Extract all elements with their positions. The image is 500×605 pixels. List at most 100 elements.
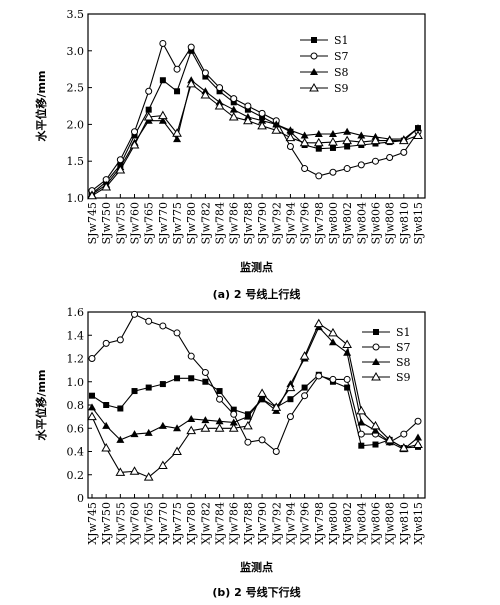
data-point-s1 (202, 73, 209, 80)
data-point-s9 (214, 100, 225, 110)
x-tick-label: XJw804 (355, 502, 368, 545)
data-point-s7 (400, 148, 408, 156)
data-point-s8 (229, 105, 238, 113)
x-tick-label: SJw745 (86, 202, 99, 244)
data-point-s9 (129, 140, 140, 149)
data-point-s8 (357, 131, 366, 139)
x-tick-label: SJw808 (384, 202, 397, 244)
legend-marker (310, 52, 318, 60)
data-point-s9 (143, 112, 154, 121)
x-tick-label: XJw798 (313, 502, 326, 545)
data-point-s7 (286, 413, 294, 421)
data-point-s8 (144, 428, 153, 436)
data-point-s1 (145, 384, 152, 391)
data-point-s1 (174, 88, 181, 95)
data-point-s8 (158, 116, 167, 124)
data-point-s1 (216, 88, 223, 95)
x-tick-label: SJw800 (327, 202, 340, 244)
x-tick-label: SJw786 (228, 202, 241, 244)
data-point-s9 (158, 110, 168, 120)
data-point-s7 (88, 355, 96, 362)
data-point-s7 (301, 165, 309, 173)
data-point-s8 (201, 416, 210, 424)
plot-frame (87, 13, 426, 199)
legend-marker (310, 68, 318, 75)
data-point-s9 (243, 420, 253, 430)
data-point-s7 (371, 157, 379, 165)
data-point-s1 (216, 388, 223, 395)
data-point-s1 (89, 392, 95, 399)
data-point-s1 (131, 132, 138, 139)
data-point-s7 (145, 317, 153, 325)
x-tick-label: XJw755 (114, 502, 127, 545)
series-line-s8 (91, 326, 419, 450)
data-point-s8 (343, 348, 352, 356)
x-tick-label: SJw815 (412, 202, 425, 244)
data-point-s8 (414, 433, 422, 441)
data-point-s8 (272, 120, 281, 128)
y-tick-label: 1.4 (67, 329, 85, 342)
data-point-s7 (201, 69, 209, 77)
data-point-s9 (356, 137, 367, 146)
series-line-s8 (91, 79, 419, 195)
x-tick-label: SJw755 (114, 202, 127, 244)
data-point-s1 (372, 441, 379, 448)
data-point-s1 (344, 384, 351, 391)
data-point-s7 (244, 102, 252, 110)
data-point-s7 (301, 392, 309, 400)
data-point-s9 (200, 423, 211, 432)
x-tick-label: SJw804 (355, 202, 368, 244)
x-axis-label: 监测点 (240, 560, 273, 574)
data-point-s7 (343, 375, 351, 383)
legend-label: S8 (334, 66, 349, 79)
data-point-s9 (186, 78, 197, 88)
chart-caption: (a) 2 号线上行线 (213, 287, 301, 301)
y-tick-label: 1.0 (67, 376, 85, 389)
x-tick-label: SJw784 (214, 202, 227, 244)
x-tick-label: SJw760 (129, 202, 142, 244)
data-point-s7 (131, 128, 139, 136)
x-tick-label: XJw796 (299, 502, 312, 545)
x-tick-label: XJw788 (242, 502, 255, 545)
x-tick-label: SJw750 (100, 202, 113, 244)
y-tick-label: 0 (77, 492, 84, 505)
legend-label: S1 (334, 34, 349, 47)
data-point-s9 (271, 402, 282, 411)
x-tick-label: SJw765 (143, 202, 156, 244)
x-tick-label: XJw770 (157, 502, 170, 545)
data-point-s8 (130, 430, 139, 438)
data-point-s9 (413, 439, 423, 449)
x-tick-label: SJw775 (171, 202, 184, 244)
data-point-s9 (200, 89, 211, 99)
x-tick-label: XJw760 (129, 502, 142, 545)
y-tick-label: 2.0 (67, 118, 85, 131)
x-tick-label: SJw782 (199, 202, 212, 244)
data-point-s8 (116, 435, 125, 443)
data-point-s9 (115, 165, 126, 174)
data-point-s8 (357, 418, 366, 426)
data-point-s7 (102, 339, 110, 347)
y-tick-label: 1.5 (67, 155, 85, 168)
data-point-s8 (158, 421, 167, 429)
data-point-s7 (357, 430, 365, 438)
x-tick-label: SJw790 (256, 202, 269, 244)
legend-label: S7 (334, 50, 349, 63)
data-point-s7 (159, 39, 167, 47)
data-point-s9 (214, 423, 225, 432)
data-point-s9 (398, 443, 409, 452)
data-point-s9 (143, 472, 154, 481)
x-tick-label: XJw792 (270, 502, 283, 545)
data-point-s7 (258, 436, 266, 444)
data-point-s1 (159, 381, 166, 388)
x-tick-label: XJw775 (171, 502, 184, 545)
data-point-s1 (329, 144, 336, 151)
data-point-s8 (258, 116, 267, 124)
data-point-s1 (244, 106, 251, 113)
data-point-s9 (129, 466, 140, 475)
data-point-s7 (272, 448, 280, 455)
x-tick-label: XJw810 (398, 502, 411, 545)
data-point-s9 (356, 405, 367, 415)
